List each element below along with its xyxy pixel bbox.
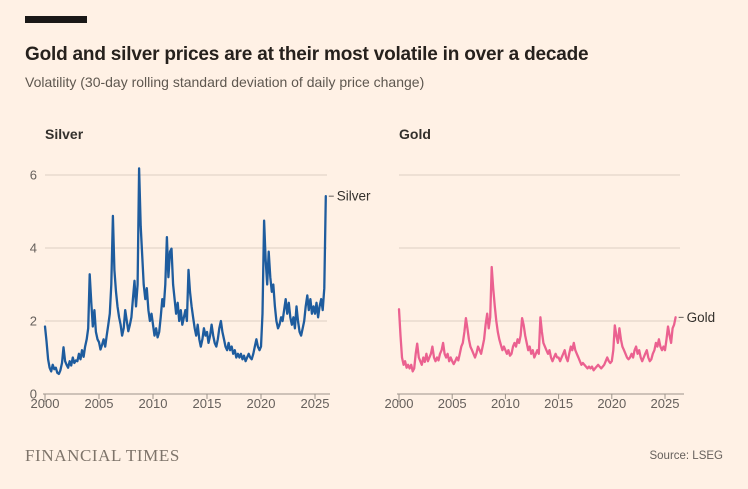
x-axis-label-2025: 2025 [651, 396, 680, 411]
silver-chart: 0 2 4 6 2000 2005 2010 2015 2020 2025 Silver [30, 167, 371, 411]
chart-title: Gold and silver prices are at their most… [25, 43, 589, 65]
silver-panel-label: Silver [45, 126, 84, 142]
ft-logo-text: FINANCIAL TIMES [25, 446, 180, 465]
x-axis-label-2025: 2025 [301, 396, 330, 411]
chart-subtitle: Volatility (30-day rolling standard devi… [25, 74, 425, 90]
gold-line [397, 265, 677, 373]
gold-chart-panel: Gold 2000 2005 2010 2015 2020 2025 Gold [379, 120, 723, 415]
x-axis-label-2010: 2010 [491, 396, 520, 411]
x-axis-label-2020: 2020 [247, 396, 276, 411]
y-axis-label-6: 6 [30, 168, 37, 183]
y-axis-label-0: 0 [30, 387, 37, 402]
silver-chart-panel: Silver 0 2 4 6 2000 2005 2010 2015 2020 2025 Silve… [25, 120, 378, 415]
x-axis-label-2015: 2015 [544, 396, 573, 411]
y-axis-label-2: 2 [30, 314, 37, 329]
x-axis-label-2015: 2015 [193, 396, 222, 411]
silver-line [43, 167, 327, 376]
brand-bar [25, 16, 87, 23]
series-end-label-gold: Gold [687, 310, 716, 325]
y-axis-label-4: 4 [30, 241, 37, 256]
x-axis-label-2010: 2010 [139, 396, 168, 411]
series-end-label-silver: Silver [337, 189, 371, 204]
source-note: Source: LSEG [649, 450, 723, 462]
x-axis-label-2000: 2000 [31, 396, 60, 411]
x-axis-label-2020: 2020 [597, 396, 626, 411]
x-axis-label-2005: 2005 [85, 396, 114, 411]
x-axis-label-2000: 2000 [385, 396, 414, 411]
gold-panel-label: Gold [399, 126, 431, 142]
gold-chart: 2000 2005 2010 2015 2020 2025 Gold [385, 174, 716, 411]
x-axis-label-2005: 2005 [438, 396, 467, 411]
